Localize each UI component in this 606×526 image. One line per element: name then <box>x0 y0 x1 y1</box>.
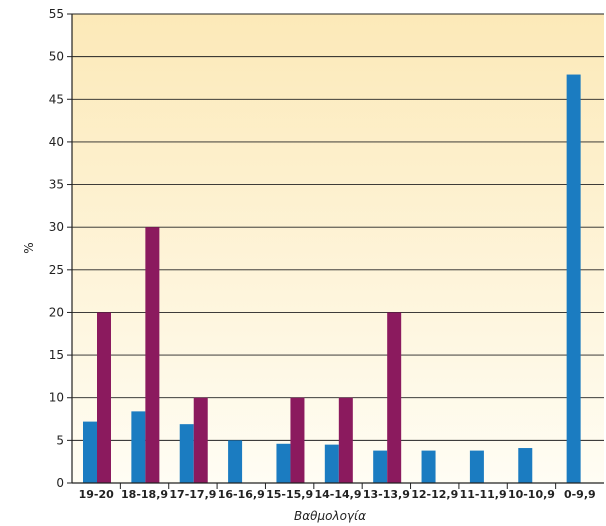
x-tick-label: 15-15,9 <box>266 488 313 501</box>
y-tick-label: 35 <box>49 178 64 192</box>
bar-series1-4 <box>276 443 291 483</box>
bar-series1-2 <box>179 424 194 483</box>
y-tick-label: 55 <box>49 7 64 21</box>
y-tick-label: 40 <box>49 135 64 149</box>
x-tick-label: 0-9,9 <box>564 488 596 501</box>
bar-series2-4 <box>290 397 305 483</box>
bar-series1-10 <box>566 74 581 483</box>
y-tick-label: 45 <box>49 92 64 106</box>
x-tick-label: 10-10,9 <box>508 488 555 501</box>
y-tick-label: 25 <box>49 263 64 277</box>
y-tick-labels: 0 5 10 15 20 25 30 35 40 45 50 55 <box>49 7 72 490</box>
bar-series2-5 <box>338 397 353 483</box>
bar-series1-3 <box>228 440 243 483</box>
bar-series2-1 <box>145 227 160 483</box>
x-axis-title: Βαθμολογία <box>294 509 366 523</box>
x-tick-label: 13-13,9 <box>363 488 410 501</box>
y-tick-label: 10 <box>49 391 64 405</box>
y-tick-label: 5 <box>56 433 64 447</box>
bar-series1-5 <box>324 444 339 483</box>
bar-series1-6 <box>373 450 388 483</box>
x-tick-labels: 19-20 18-18,9 17-17,9 16-16,9 15-15,9 14-14,9… <box>79 483 596 501</box>
x-tick-label: 18-18,9 <box>121 488 168 501</box>
x-tick-label: 12-12,9 <box>411 488 458 501</box>
y-axis-title: % <box>22 242 36 253</box>
y-tick-label: 20 <box>49 305 64 319</box>
x-tick-label: 19-20 <box>79 488 115 501</box>
bar-series2-6 <box>387 312 402 483</box>
y-tick-label: 30 <box>49 220 64 234</box>
bar-series2-2 <box>193 397 208 483</box>
y-tick-label: 50 <box>49 50 64 64</box>
y-tick-label: 15 <box>49 348 64 362</box>
bar-series1-8 <box>469 450 484 483</box>
bars <box>83 74 581 483</box>
bar-series1-9 <box>518 448 533 483</box>
bar-series1-0 <box>83 421 97 483</box>
plot-area <box>72 14 604 483</box>
y-tick-label: 0 <box>56 476 64 490</box>
x-tick-label: 11-11,9 <box>460 488 507 501</box>
bar-series1-7 <box>421 450 436 483</box>
x-tick-label: 17-17,9 <box>169 488 216 501</box>
x-tick-label: 16-16,9 <box>218 488 265 501</box>
x-tick-label: 14-14,9 <box>314 488 361 501</box>
bar-series2-0 <box>97 312 111 483</box>
bar-series1-1 <box>131 411 146 483</box>
grid-lines <box>72 13 604 441</box>
